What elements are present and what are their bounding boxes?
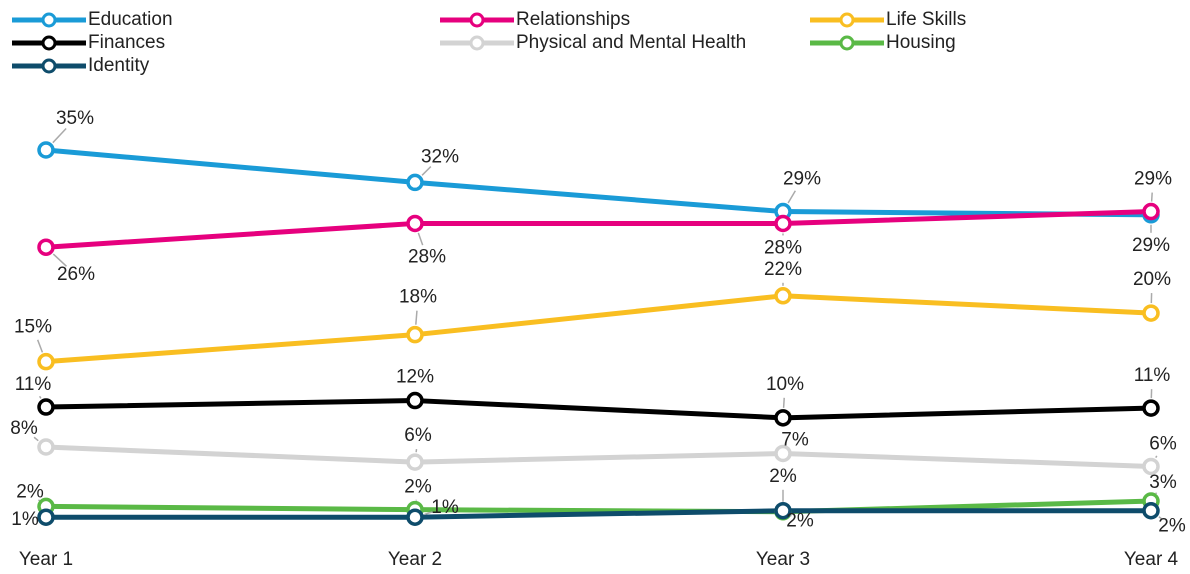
- leader-line: [33, 436, 39, 442]
- series-line: [45, 444, 1152, 469]
- data-label: 20%: [1133, 269, 1171, 290]
- leader-line: [36, 339, 44, 353]
- point: [37, 438, 55, 456]
- x-tick-label: Year 4: [1124, 549, 1179, 570]
- point: [1142, 399, 1160, 417]
- point: [406, 391, 424, 410]
- point: [774, 444, 792, 463]
- legend-label: Housing: [886, 32, 956, 53]
- point: [774, 409, 792, 427]
- leader-line: [421, 166, 432, 176]
- data-label: 2%: [786, 511, 814, 532]
- series-line: [45, 498, 1152, 515]
- point: [406, 173, 424, 192]
- data-label: 29%: [1134, 169, 1172, 190]
- point: [37, 352, 55, 371]
- data-label: 11%: [1134, 365, 1171, 386]
- data-label: 8%: [10, 418, 38, 439]
- leader-line: [787, 190, 797, 204]
- data-label: 26%: [57, 264, 95, 285]
- data-label: 1%: [11, 509, 39, 530]
- data-label: 2%: [16, 481, 44, 502]
- leader-line: [38, 395, 42, 399]
- data-label: 1%: [431, 497, 459, 518]
- leader-line: [52, 253, 68, 267]
- legend-label: Education: [88, 9, 173, 30]
- data-label: 2%: [769, 466, 797, 487]
- point: [37, 238, 55, 256]
- legend-marker: [41, 58, 57, 74]
- legend-label: Physical and Mental Health: [516, 32, 746, 53]
- legend-marker: [469, 12, 485, 28]
- data-label: 15%: [14, 317, 52, 338]
- point: [37, 508, 55, 526]
- series-line: [45, 293, 1152, 365]
- legend-marker: [41, 12, 57, 28]
- data-label: 18%: [399, 287, 437, 308]
- data-label: 12%: [396, 367, 434, 388]
- x-tick-label: Year 2: [388, 549, 442, 570]
- data-label: 3%: [1149, 472, 1177, 493]
- data-label: 29%: [783, 169, 821, 190]
- leader-line: [424, 511, 433, 516]
- point: [774, 214, 792, 233]
- point: [774, 287, 792, 305]
- point: [406, 508, 424, 526]
- leader-line: [782, 397, 785, 408]
- legend-label: Identity: [88, 55, 150, 76]
- leader-line: [1150, 192, 1153, 202]
- data-label: 28%: [408, 246, 446, 267]
- legend-label: Life Skills: [886, 9, 966, 30]
- series-line: [45, 398, 1152, 421]
- series-line: [45, 209, 1152, 250]
- leader-line: [52, 127, 67, 144]
- series-line: [46, 508, 1151, 520]
- legend-marker: [839, 12, 855, 28]
- leader-line: [1158, 516, 1163, 520]
- leader-line: [417, 232, 424, 246]
- legend-label: Finances: [88, 32, 165, 53]
- data-label: 2%: [1158, 516, 1186, 537]
- data-label: 11%: [15, 374, 52, 395]
- point: [1142, 304, 1160, 322]
- point: [406, 214, 424, 233]
- series-line: [45, 147, 1152, 218]
- data-label: 6%: [404, 425, 432, 446]
- legend-marker: [469, 35, 485, 51]
- data-label: 32%: [421, 146, 459, 167]
- data-label: 29%: [1132, 235, 1170, 256]
- point: [406, 453, 424, 471]
- data-label: 22%: [764, 259, 802, 280]
- point: [406, 325, 424, 344]
- point: [1142, 202, 1160, 221]
- data-label: 10%: [766, 374, 804, 395]
- point: [1142, 501, 1160, 520]
- point: [37, 141, 55, 159]
- x-tick-label: Year 3: [756, 549, 810, 570]
- legend-label: Relationships: [516, 9, 630, 30]
- data-label: 7%: [781, 429, 809, 450]
- data-label: 6%: [1149, 433, 1177, 454]
- data-label: 2%: [404, 477, 432, 498]
- point: [774, 501, 792, 520]
- legend-marker: [839, 35, 855, 51]
- leader-line: [1155, 492, 1158, 495]
- leader-line: [415, 310, 418, 325]
- leader-line: [1155, 455, 1158, 459]
- legend-marker: [41, 35, 57, 51]
- point: [1142, 457, 1160, 476]
- x-tick-label: Year 1: [19, 549, 73, 570]
- data-label: 28%: [764, 237, 802, 258]
- point: [37, 398, 55, 416]
- data-label: 35%: [56, 108, 94, 129]
